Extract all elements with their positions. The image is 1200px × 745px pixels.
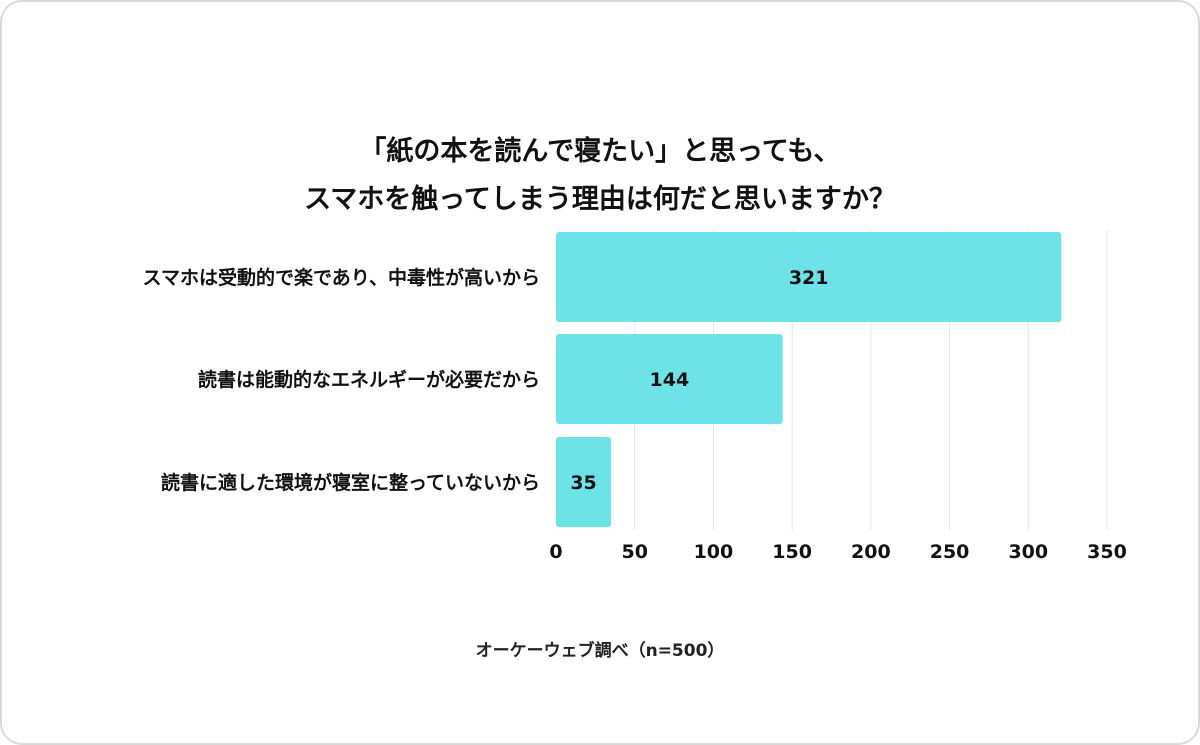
x-tick-label-300: 300: [1008, 541, 1048, 563]
bar-value-label-1: 144: [650, 369, 690, 391]
source-note: オーケーウェブ調べ（n=500）: [475, 641, 725, 661]
category-label-2: 読書に適した環境が寝室に整っていないから: [161, 471, 540, 494]
x-tick-label-200: 200: [851, 541, 891, 563]
category-label-0: スマホは受動的で楽であり、中毒性が高いから: [143, 266, 540, 289]
x-tick-label-100: 100: [694, 541, 734, 563]
bar-2: [556, 437, 612, 527]
category-label-1: 読書は能動的なエネルギーが必要だから: [198, 368, 540, 391]
x-tick-label-350: 350: [1087, 541, 1127, 563]
x-tick-label-0: 0: [549, 541, 562, 563]
title-line-1: 「紙の本を読んで寝たい」と思っても、: [359, 136, 841, 167]
bar-1: [556, 334, 783, 424]
chart-title: 「紙の本を読んで寝たい」と思っても、 スマホを触ってしまう理由は何だと思いますか…: [0, 128, 1200, 224]
x-tick-label-250: 250: [930, 541, 970, 563]
title-line-2: スマホを触ってしまう理由は何だと思いますか？: [304, 184, 896, 215]
x-tick-label-150: 150: [772, 541, 812, 563]
bar-0: [556, 232, 1062, 322]
bar-value-label-2: 35: [570, 472, 596, 494]
x-tick-label-50: 50: [621, 541, 647, 563]
bar-value-label-0: 321: [789, 267, 829, 289]
